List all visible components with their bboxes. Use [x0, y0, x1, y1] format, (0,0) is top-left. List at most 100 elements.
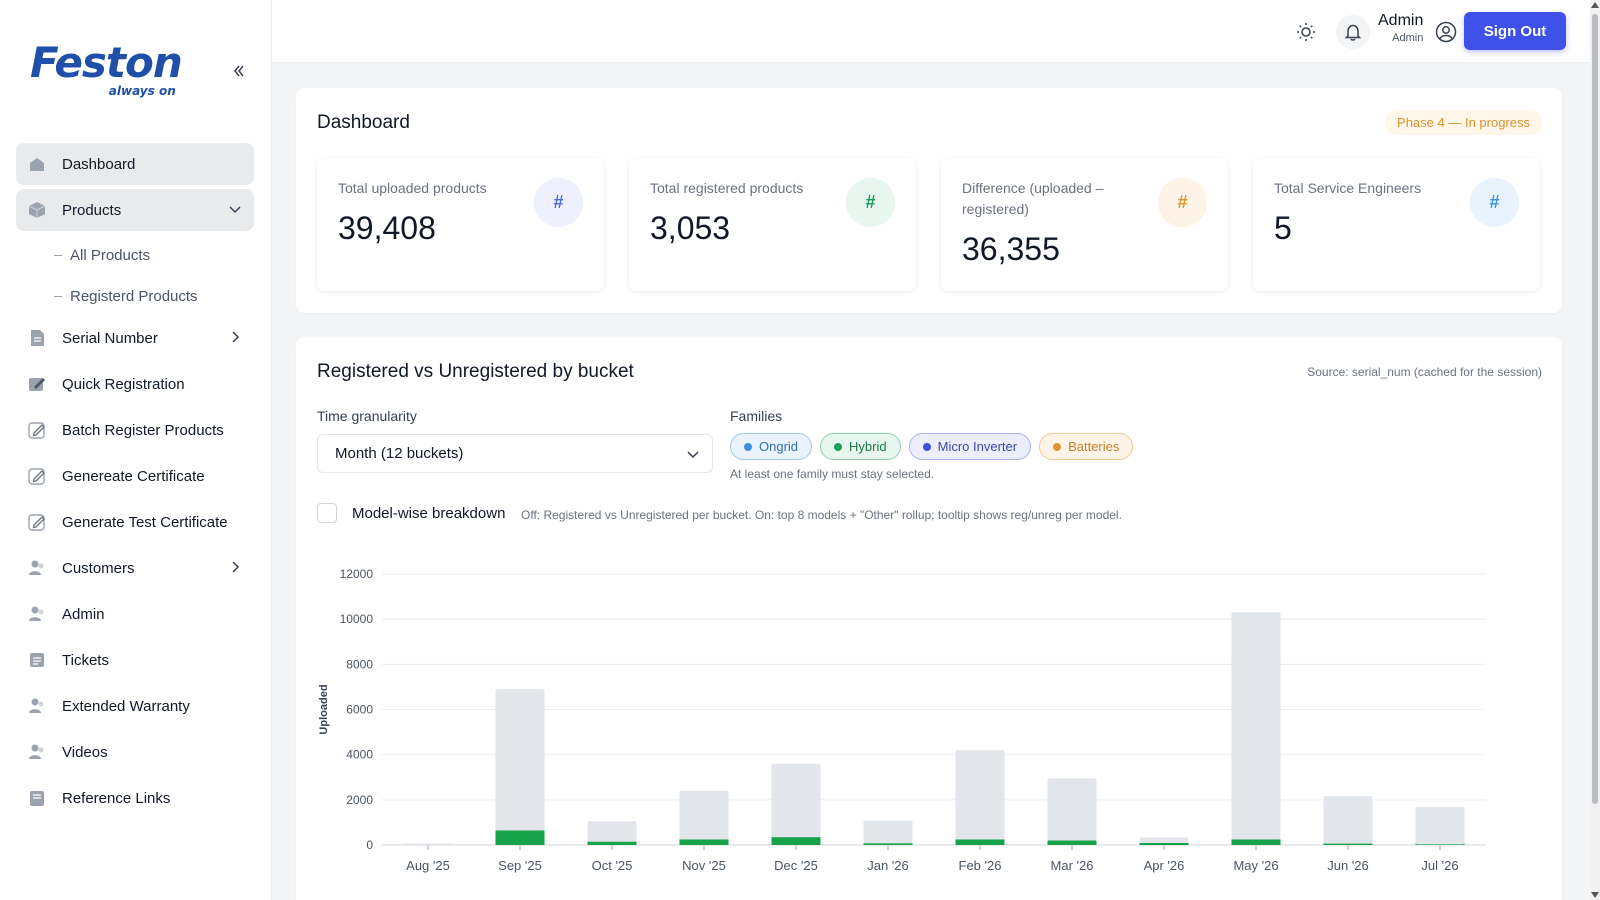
color-dot [834, 442, 843, 451]
user-info[interactable]: Admin Admin [1378, 12, 1423, 44]
brand-tagline: always on [108, 84, 176, 98]
x-tick-label: Feb '26 [959, 858, 1002, 873]
sidebar-item-generate-test-certificate[interactable]: Generate Test Certificate [16, 501, 254, 543]
box-icon [28, 201, 46, 219]
family-chip-hybrid[interactable]: Hybrid [820, 433, 901, 460]
sidebar-subitem-registered-products[interactable]: Registerd Products [16, 276, 254, 317]
sidebar-item-label: Admin [62, 605, 105, 623]
x-tick-label: Jun '26 [1327, 858, 1369, 873]
sidebar-item-generate-certificate[interactable]: Genereate Certificate [16, 455, 254, 497]
chip-label: Micro Inverter [937, 439, 1018, 454]
sidebar-item-videos[interactable]: Videos [16, 731, 254, 773]
user-avatar-button[interactable] [1431, 17, 1461, 47]
user-name: Admin [1378, 12, 1424, 29]
time-granularity-select[interactable]: Month (12 buckets) [317, 434, 713, 473]
sidebar-item-label: Videos [62, 743, 108, 761]
sidebar-item-label: Quick Registration [62, 375, 185, 393]
sidebar-item-batch-register-products[interactable]: Batch Register Products [16, 409, 254, 451]
stat-value: 39,408 [338, 210, 436, 246]
users-icon [28, 743, 46, 761]
hash-icon: # [1470, 178, 1519, 227]
sidebar-subitem-label: All Products [70, 247, 151, 264]
color-dot [1053, 442, 1062, 451]
theme-toggle-button[interactable] [1291, 17, 1321, 47]
bar-segment [495, 689, 545, 831]
family-chip-micro-inverter[interactable]: Micro Inverter [908, 433, 1032, 460]
stat-value: 36,355 [962, 231, 1060, 267]
model-breakdown-hint: Off: Registered vs Unregistered per buck… [521, 508, 1122, 522]
x-tick-label: Sep '25 [498, 858, 542, 873]
sidebar-item-label: Genereate Certificate [62, 467, 205, 485]
bar-segment [587, 821, 637, 842]
scroll-down-arrow-icon[interactable] [1591, 892, 1599, 898]
stat-value: 3,053 [650, 210, 731, 246]
x-tick-label: Mar '26 [1051, 858, 1094, 873]
user-role: Admin [1392, 32, 1424, 44]
bar-segment [863, 843, 913, 845]
sidebar-item-admin[interactable]: Admin [16, 593, 254, 635]
chevron-down-icon [229, 206, 241, 214]
y-tick-label: 8000 [346, 657, 373, 671]
bar-segment [587, 841, 637, 845]
x-tick-label: Aug '25 [406, 858, 450, 873]
sidebar-item-label: Dashboard [62, 155, 136, 173]
x-tick-label: May '26 [1233, 858, 1278, 873]
sidebar-item-label: Tickets [62, 651, 109, 669]
page-title: Dashboard [317, 112, 410, 133]
y-axis-label: Uploaded [318, 684, 330, 734]
x-tick-label: Jul '26 [1421, 858, 1458, 873]
chevron-right-icon [232, 331, 240, 343]
sidebar-item-quick-registration[interactable]: Quick Registration [16, 363, 254, 405]
model-breakdown-checkbox[interactable] [317, 503, 337, 523]
hash-icon: # [1158, 178, 1207, 227]
family-chip-batteries[interactable]: Batteries [1039, 433, 1134, 460]
family-chip-ongrid[interactable]: Ongrid [730, 433, 813, 460]
edit-form-icon [28, 375, 46, 393]
stat-card-difference: Difference (uploaded – registered) 36,35… [941, 158, 1228, 291]
pencil-icon [28, 421, 46, 439]
sidebar-subitem-all-products[interactable]: All Products [16, 235, 254, 276]
stat-label: Total registered products [650, 180, 804, 196]
top-bar [272, 0, 1590, 63]
chip-label: Hybrid [849, 439, 887, 454]
stat-card-total-registered: Total registered products 3,053 # [629, 158, 916, 291]
bar-segment [1323, 796, 1373, 844]
sidebar-item-label: Products [62, 201, 122, 219]
users-icon [28, 697, 46, 715]
users-icon [28, 605, 46, 623]
bell-icon [1344, 24, 1362, 41]
sidebar-subitem-label: Registerd Products [70, 288, 198, 305]
page-scrollbar[interactable] [1590, 0, 1600, 900]
sidebar-item-tickets[interactable]: Tickets [16, 639, 254, 681]
document-icon [28, 329, 46, 347]
chart-title: Registered vs Unregistered by bucket [317, 361, 634, 382]
bar-segment [403, 843, 453, 845]
notifications-button[interactable] [1336, 15, 1370, 49]
sidebar-item-serial-number[interactable]: Serial Number [16, 317, 254, 359]
families-hint: At least one family must stay selected. [730, 467, 935, 481]
brand-logo[interactable]: Feston always on [30, 40, 183, 99]
bar-segment [955, 750, 1005, 840]
sidebar-item-customers[interactable]: Customers [16, 547, 254, 589]
color-dot [744, 442, 752, 451]
collapse-sidebar-button[interactable] [228, 60, 250, 82]
users-icon [28, 559, 46, 577]
bar-segment [955, 839, 1005, 845]
y-tick-label: 0 [366, 838, 373, 852]
pencil-icon [28, 513, 46, 531]
sidebar-item-reference-links[interactable]: Reference Links [16, 777, 254, 819]
bucket-chart-panel: Registered vs Unregistered by bucket Sou… [296, 337, 1562, 900]
scroll-up-arrow-icon[interactable] [1591, 2, 1599, 8]
sidebar-item-products[interactable]: Products [16, 189, 254, 231]
bar-segment [1139, 842, 1189, 845]
bar-segment [1139, 837, 1189, 843]
sidebar-item-dashboard[interactable]: Dashboard [16, 143, 254, 185]
bar-segment [771, 837, 821, 845]
dashboard-panel: Dashboard Phase 4 — In progress Total up… [296, 88, 1562, 313]
sign-out-button[interactable]: Sign Out [1464, 12, 1566, 50]
sidebar-item-extended-warranty[interactable]: Extended Warranty [16, 685, 254, 727]
scroll-thumb[interactable] [1592, 14, 1598, 804]
stat-value: 5 [1274, 210, 1292, 246]
x-tick-label: Dec '25 [774, 858, 818, 873]
sidebar-item-label: Customers [62, 559, 135, 577]
